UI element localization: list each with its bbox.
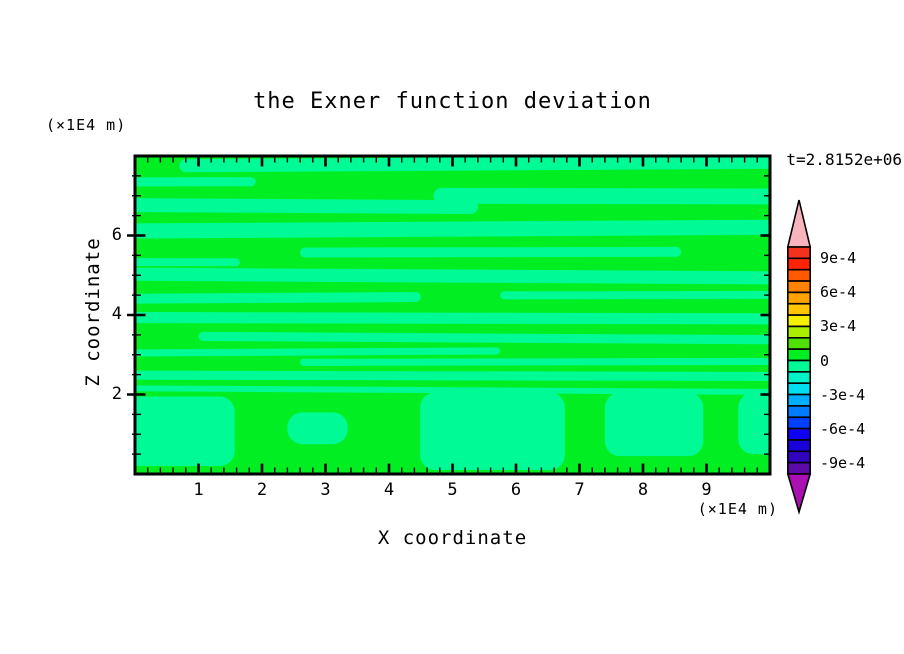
colorbar-tick-label: -3e-4 bbox=[820, 385, 866, 404]
y-tick-label: 2 bbox=[111, 383, 122, 404]
x-tick-label: 5 bbox=[447, 480, 458, 500]
y-axis-unit-label: (×1E4 m) bbox=[46, 116, 127, 134]
colorbar-tick-label: -6e-4 bbox=[820, 419, 866, 438]
y-tick-label: 4 bbox=[111, 304, 122, 324]
x-axis-unit-label: (×1E4 m) bbox=[697, 500, 778, 518]
plot-title: the Exner function deviation bbox=[253, 89, 652, 114]
x-tick-label: 7 bbox=[574, 480, 585, 500]
x-tick-label: 8 bbox=[637, 480, 649, 500]
time-annotation: t=2.8152e+06 bbox=[786, 150, 902, 169]
x-tick-label: 3 bbox=[320, 480, 331, 500]
colorbar-tick-label: 6e-4 bbox=[820, 283, 857, 302]
colorbar-tick-label: -9e-4 bbox=[820, 453, 866, 472]
colorbar bbox=[786, 199, 812, 515]
x-tick-label: 9 bbox=[701, 480, 712, 500]
colorbar-tick-label: 3e-4 bbox=[820, 317, 857, 336]
x-tick-label: 4 bbox=[383, 480, 395, 500]
x-tick-label: 1 bbox=[193, 480, 204, 500]
contour-field bbox=[135, 156, 770, 474]
axes-frame bbox=[127, 154, 772, 476]
colorbar-tick-label: 0 bbox=[820, 351, 830, 370]
y-tick-label: 6 bbox=[111, 224, 122, 245]
colorbar-tick-label: 9e-4 bbox=[820, 249, 857, 268]
x-axis-title: X coordinate bbox=[377, 527, 528, 549]
x-tick-label: 6 bbox=[510, 480, 522, 500]
x-tick-label: 2 bbox=[256, 480, 268, 500]
